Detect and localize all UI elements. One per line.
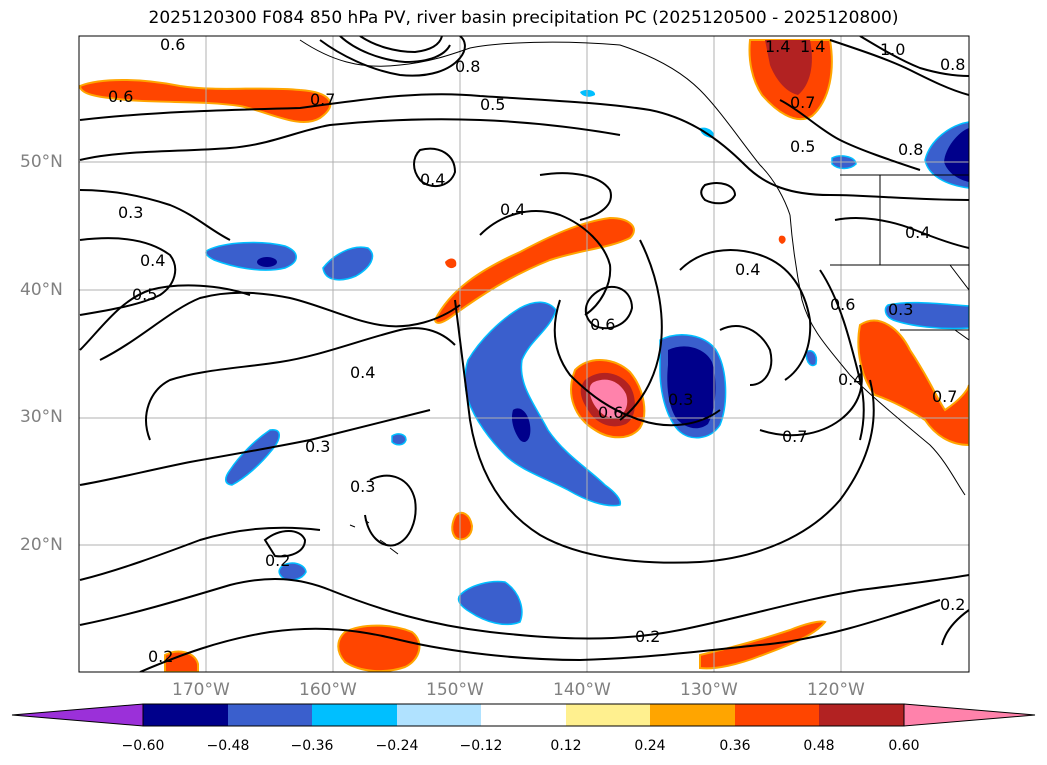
colorbar-tick-label: −0.24 [376,738,419,754]
colorbar-segment [735,704,819,726]
lat-label: 40°N [20,280,63,300]
lon-label: 130°W [680,680,738,700]
contour-label: 0.5 [480,95,505,114]
colorbar-tick-label: −0.12 [460,738,503,754]
contour-label: 0.4 [420,170,445,189]
colorbar [12,704,1035,726]
colorbar-segment [566,704,650,726]
contour-label: 0.5 [132,285,157,304]
contour-label: 0.3 [305,437,330,456]
contour-label: 0.2 [940,595,965,614]
colorbar-segment [312,704,397,726]
colorbar-segment [143,704,228,726]
contour-label: 0.4 [838,370,863,389]
contour-label: 1.0 [880,40,905,59]
colorbar-right-arrow [904,704,1035,726]
contour-label: 0.2 [635,627,660,646]
contour-label: 0.8 [455,57,480,76]
colorbar-tick-label: 0.12 [550,738,581,754]
contour-label: 0.6 [830,295,855,314]
colorbar-segment [481,704,566,726]
contour-label: 0.6 [108,87,133,106]
colorbar-tick-label: 0.48 [803,738,834,754]
colorbar-tick-label: −0.48 [207,738,250,754]
contour-label: 0.7 [782,427,807,446]
contour-label: 0.6 [598,403,623,422]
colorbar-segment [819,704,904,726]
contour-label: 0.8 [898,140,923,159]
colorbar-tick-label: −0.36 [291,738,334,754]
contour-label: 1.4 [765,37,790,56]
contour-label: 0.7 [932,387,957,406]
contour-label: 0.7 [310,90,335,109]
colorbar-tick-label: 0.24 [634,738,665,754]
colorbar-tick-label: 0.36 [719,738,750,754]
colorbar-left-arrow [12,704,143,726]
contour-label: 0.6 [590,315,615,334]
contour-label: 0.3 [668,390,693,409]
contour-label: 0.3 [118,203,143,222]
contour-label: 0.8 [940,55,965,74]
colorbar-segment [650,704,735,726]
contour-label: 0.3 [888,300,913,319]
lat-label: 20°N [20,535,63,555]
lon-label: 170°W [172,680,230,700]
contour-label: 0.4 [350,363,375,382]
colorbar-segment [397,704,481,726]
contour-label: 0.4 [735,260,760,279]
lon-label: 150°W [426,680,484,700]
contour-label: 0.2 [148,647,173,666]
lon-label: 140°W [553,680,611,700]
contour-label: 0.6 [160,35,185,54]
lon-label: 160°W [299,680,357,700]
contour-label: 0.2 [265,551,290,570]
lat-label: 30°N [20,407,63,427]
lat-label: 50°N [20,152,63,172]
colorbar-segment [228,704,312,726]
colorbar-tick-label: −0.60 [122,738,165,754]
contour-label: 0.5 [790,137,815,156]
colorbar-tick-label: 0.60 [888,738,919,754]
contour-label: 0.3 [350,477,375,496]
contour-label: 0.4 [905,223,930,242]
contour-label: 0.4 [500,200,525,219]
contour-label: 1.4 [800,37,825,56]
contour-label: 0.4 [140,251,165,270]
map-plot-area: 0.6 0.6 0.7 1.4 0.8 1.4 1.0 0.8 0.5 0.7 … [79,35,969,672]
lon-label: 120°W [807,680,865,700]
contour-label: 0.7 [790,93,815,112]
